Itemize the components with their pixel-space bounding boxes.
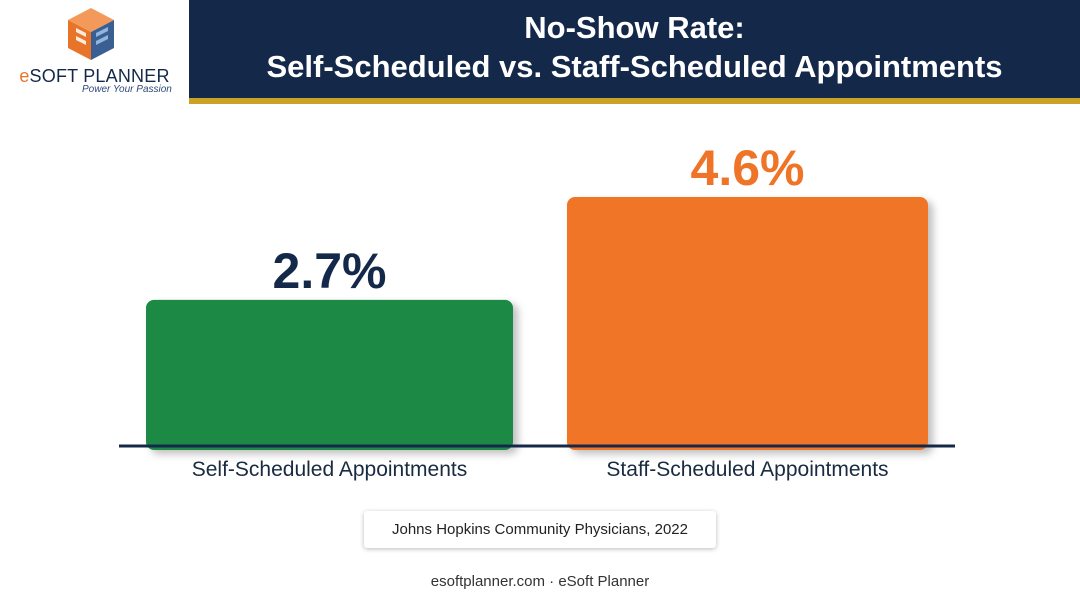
source-citation: Johns Hopkins Community Physicians, 2022 [364,511,716,548]
logo-wordmark-rest: SOFT PLANNER [29,66,170,86]
header-band [189,0,1080,98]
logo-tagline: Power Your Passion [82,84,172,95]
bar-value-label-2: 4.6% [691,140,805,196]
logo-wordmark: eSOFT PLANNER [0,66,189,87]
page-title: No-Show Rate: Self-Scheduled vs. Staff-S… [189,8,1080,86]
footer-credit: esoftplanner.com · eSoft Planner [430,573,650,590]
bar-value-label-1: 2.7% [273,243,387,299]
category-label-1: Self-Scheduled Appointments [192,458,468,481]
category-label-2: Staff-Scheduled Appointments [606,458,888,481]
title-line-1: No-Show Rate: [524,10,745,45]
logo-wordmark-prefix: e [19,66,30,86]
labels-layer: 2.7% Self-Scheduled Appointments 4.6% Staff… [192,140,889,481]
bars-layer [146,197,928,450]
bar-2 [567,197,928,450]
cube-logo-icon [68,8,114,60]
bar-1 [146,299,513,450]
logo: eSOFT PLANNER Power Your Passion [0,0,189,104]
header-gold-rule [189,98,1080,104]
title-line-2: Self-Scheduled vs. Staff-Scheduled Appoi… [266,49,1003,84]
